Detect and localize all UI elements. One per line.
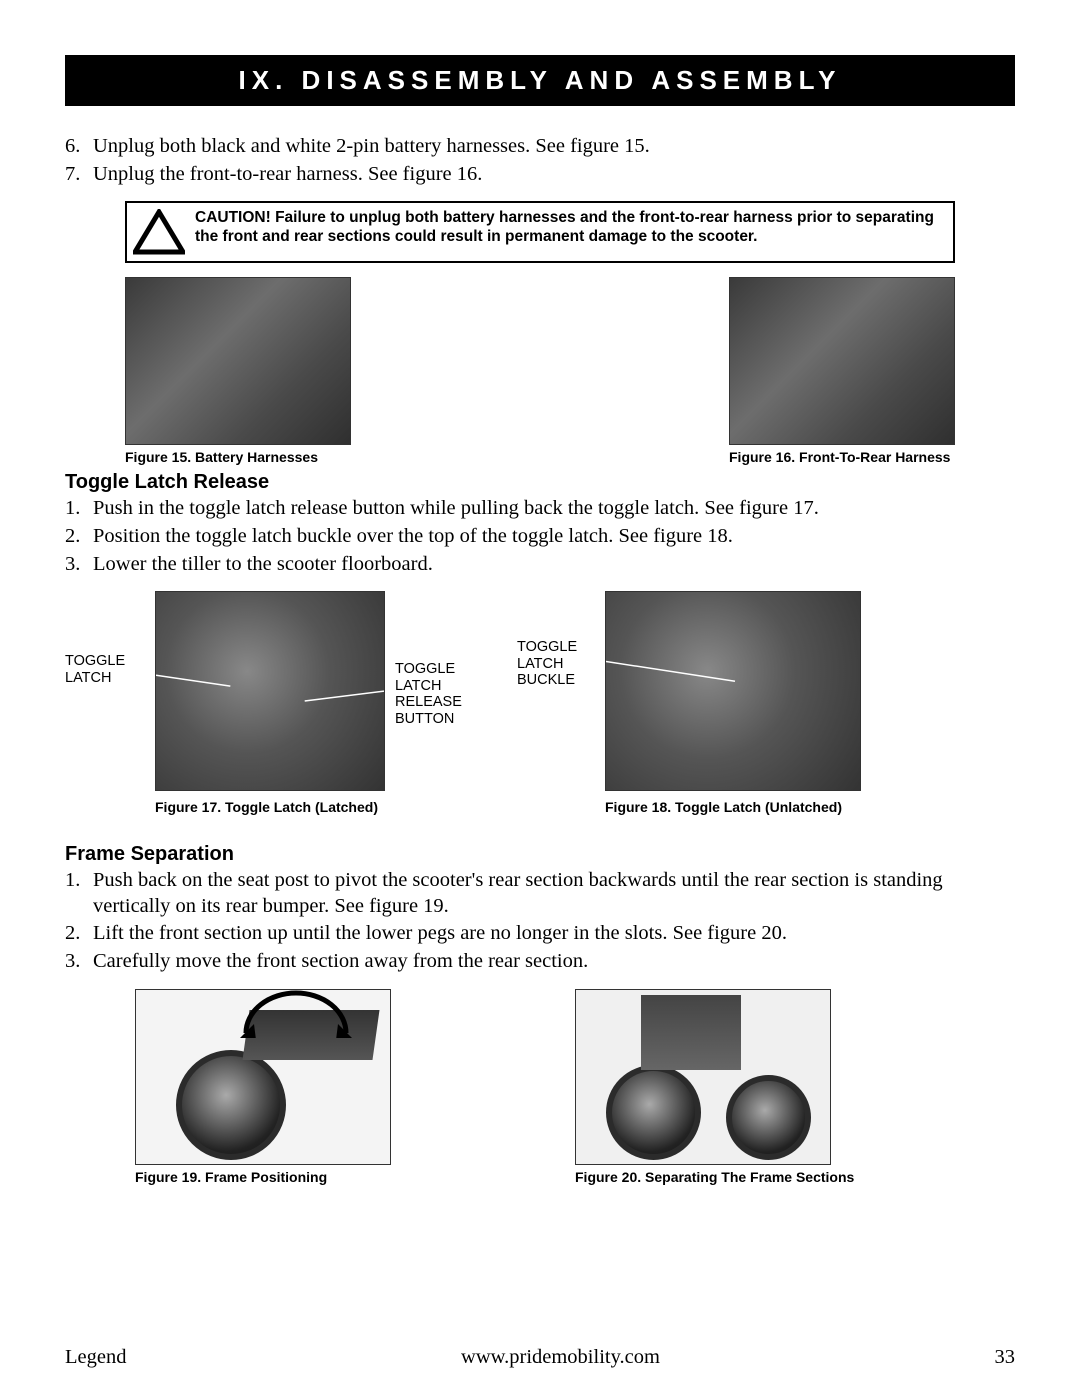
frame-steps: 1.Push back on the seat post to pivot th… [65,868,1015,975]
frame-heading: Frame Separation [65,843,1015,866]
step-text: Lift the front section up until the lowe… [93,921,787,947]
figure-20-caption: Figure 20. Separating The Frame Sections [575,1169,854,1185]
figure-17-caption: Figure 17. Toggle Latch (Latched) [155,799,378,815]
footer-center: www.pridemobility.com [461,1346,660,1369]
frame-step-2: 2.Lift the front section up until the lo… [65,921,1015,947]
toggle-heading: Toggle Latch Release [65,471,1015,494]
toggle-step-2: 2.Position the toggle latch buckle over … [65,524,1015,550]
caution-box: CAUTION! Failure to unplug both battery … [125,201,955,263]
figure-row-b: TOGGLE LATCH TOGGLE LATCH RELEASE BUTTON… [65,591,1015,821]
figure-15-block: Figure 15. Battery Harnesses [125,277,351,465]
figure-16-image [729,277,955,445]
figure-18-image [605,591,861,791]
step-number: 2. [65,921,93,947]
caution-text: CAUTION! Failure to unplug both battery … [195,209,943,246]
figure-17-image [155,591,385,791]
step-number: 3. [65,949,93,975]
figure-15-caption: Figure 15. Battery Harnesses [125,449,351,465]
figure-19-image [135,989,391,1165]
figure-18-caption: Figure 18. Toggle Latch (Unlatched) [605,799,842,815]
footer-right: 33 [994,1346,1015,1369]
photo-placeholder [730,278,954,444]
intro-steps: 6.Unplug both black and white 2-pin batt… [65,134,1015,187]
figure-row-c: Figure 19. Frame Positioning Figure 20. … [65,989,1015,1197]
frame-body-icon [641,995,741,1070]
callout-lines-icon [156,592,384,790]
page: IX. DISASSEMBLY AND ASSEMBLY 6.Unplug bo… [0,0,1080,1397]
pivot-arrow-icon [236,989,356,1038]
wheel-icon [606,1065,701,1160]
wheel-icon [176,1050,286,1160]
figure-20-block: Figure 20. Separating The Frame Sections [575,989,854,1185]
step-text: Unplug the front-to-rear harness. See fi… [93,162,482,188]
section-header: IX. DISASSEMBLY AND ASSEMBLY [65,55,1015,106]
step-text: Push in the toggle latch release button … [93,496,819,522]
step-text: Position the toggle latch buckle over th… [93,524,733,550]
wheel-icon [726,1075,811,1160]
step-number: 6. [65,134,93,160]
callout-lines-icon [606,592,860,790]
label-latch-buckle: TOGGLE LATCH BUCKLE [517,639,577,689]
label-toggle-latch: TOGGLE LATCH [65,653,125,686]
toggle-steps: 1.Push in the toggle latch release butto… [65,496,1015,577]
figure-row-a: Figure 15. Battery Harnesses Figure 16. … [125,277,955,465]
step-text: Push back on the seat post to pivot the … [93,868,1015,919]
step-number: 7. [65,162,93,188]
caution-body: Failure to unplug both battery harnesses… [195,209,934,245]
step-text: Lower the tiller to the scooter floorboa… [93,552,433,578]
toggle-step-1: 1.Push in the toggle latch release butto… [65,496,1015,522]
step-number: 2. [65,524,93,550]
toggle-step-3: 3.Lower the tiller to the scooter floorb… [65,552,1015,578]
frame-step-1: 1.Push back on the seat post to pivot th… [65,868,1015,919]
figure-15-image [125,277,351,445]
figure-16-block: Figure 16. Front-To-Rear Harness [729,277,955,465]
warning-triangle-icon [133,209,185,255]
step-number: 1. [65,496,93,522]
step-text: Unplug both black and white 2-pin batter… [93,134,650,160]
intro-step-6: 6.Unplug both black and white 2-pin batt… [65,134,1015,160]
intro-step-7: 7.Unplug the front-to-rear harness. See … [65,162,1015,188]
figure-20-image [575,989,831,1165]
step-number: 3. [65,552,93,578]
step-text: Carefully move the front section away fr… [93,949,588,975]
figure-16-caption: Figure 16. Front-To-Rear Harness [729,449,955,465]
figure-19-caption: Figure 19. Frame Positioning [135,1169,391,1185]
label-release-button: TOGGLE LATCH RELEASE BUTTON [395,661,462,728]
caution-label: CAUTION! [195,209,271,226]
footer-left: Legend [65,1346,126,1369]
frame-step-3: 3.Carefully move the front section away … [65,949,1015,975]
page-footer: Legend www.pridemobility.com 33 [65,1346,1015,1369]
step-number: 1. [65,868,93,919]
photo-placeholder [126,278,350,444]
figure-19-block: Figure 19. Frame Positioning [135,989,391,1185]
